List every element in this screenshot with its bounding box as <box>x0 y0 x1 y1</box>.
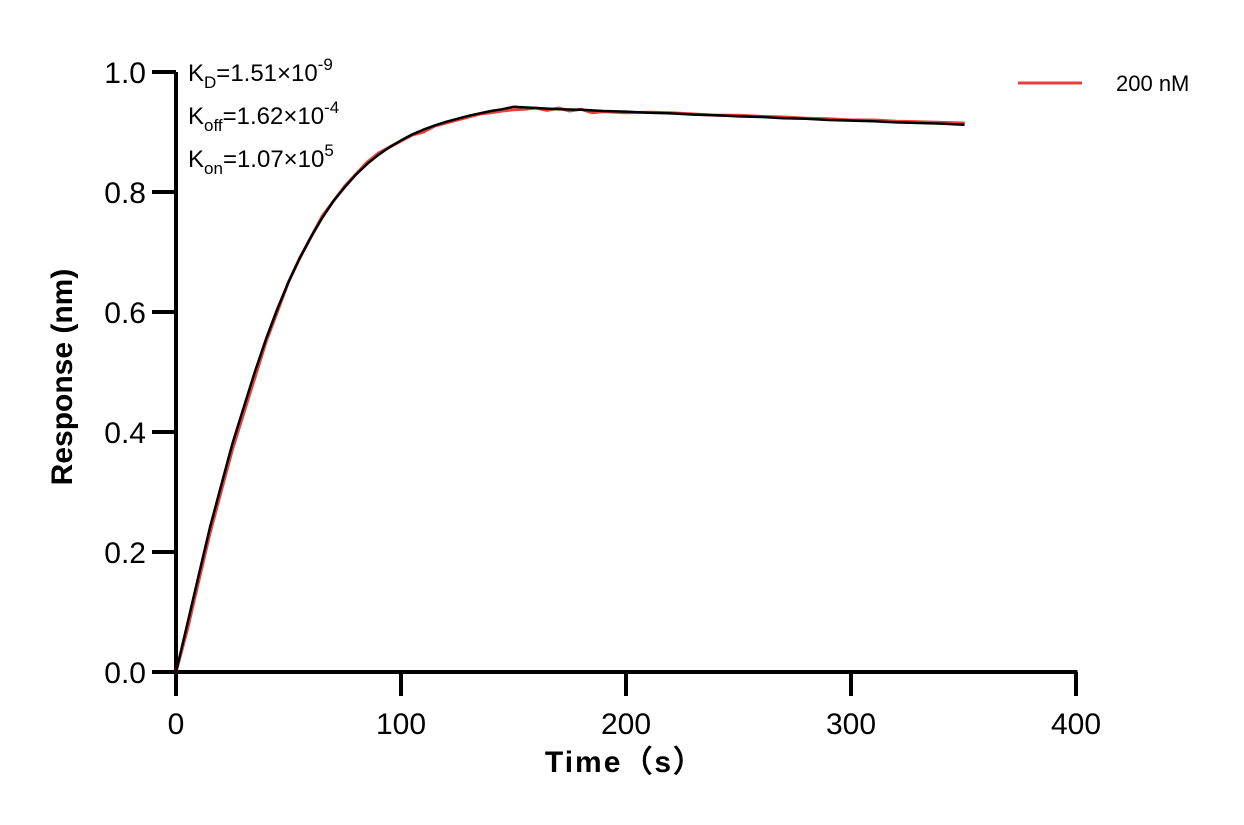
x-tick-label-4: 400 <box>1051 708 1101 741</box>
legend-label-200nm: 200 nM <box>1116 71 1189 96</box>
x-tick-label-2: 200 <box>601 708 651 741</box>
x-tick-label-0: 0 <box>168 708 185 741</box>
x-axis-title: Time（s） <box>545 745 705 779</box>
kinetic-constants: KD=1.51×10-9 Koff=1.62×10-4 Kon=1.07×105 <box>188 55 339 178</box>
y-tick-label-0: 0.0 <box>104 657 146 690</box>
y-tick-label-4: 0.8 <box>104 177 146 210</box>
x-tick-label-3: 300 <box>826 708 876 741</box>
kinetic-constant-on: Kon=1.07×105 <box>188 141 334 178</box>
y-tick-label-1: 0.2 <box>104 537 146 570</box>
kinetic-constant-d: KD=1.51×10-9 <box>188 55 333 92</box>
y-tick-label-5: 1.0 <box>104 57 146 90</box>
axes: 0.0 0.2 0.4 0.6 0.8 1.0 0 100 200 300 400 <box>104 57 1101 741</box>
series-layer <box>174 105 965 674</box>
series-line-200nm <box>174 106 965 674</box>
legend: 200 nM <box>1018 71 1189 96</box>
y-axis-title: Response (nm) <box>46 269 79 486</box>
y-tick-label-2: 0.4 <box>104 417 146 450</box>
kinetic-constant-off: Koff=1.62×10-4 <box>188 98 339 135</box>
y-tick-label-3: 0.6 <box>104 297 146 330</box>
series-line-fit <box>174 105 965 674</box>
x-tick-label-1: 100 <box>376 708 426 741</box>
